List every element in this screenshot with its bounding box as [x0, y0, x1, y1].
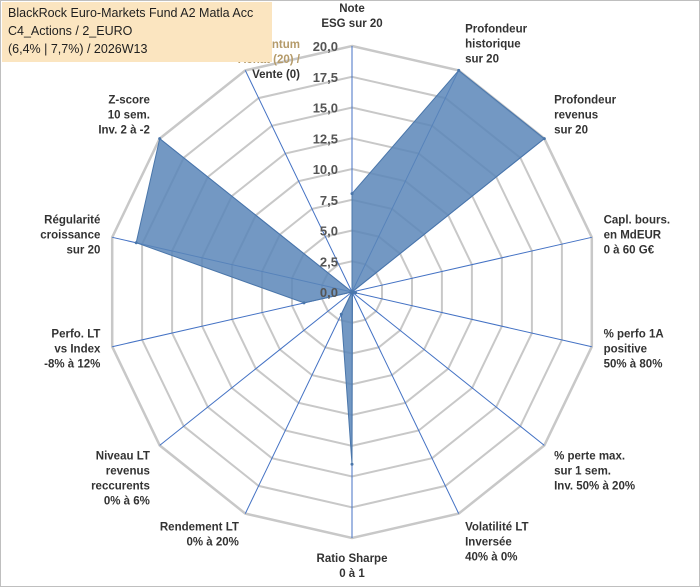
fund-performance-week: (6,4% | 7,7%) / 2026W13: [8, 42, 148, 56]
axis-label: Niveau LT revenus reccurents 0% à 6%: [91, 451, 150, 508]
axis-label-line: Régularité: [44, 215, 100, 227]
axis-label-line: 0% à 20%: [186, 537, 238, 549]
axis-label-line: Vente (0): [252, 69, 300, 81]
radar-tick-labels: 0,0 2,5 5,0 7,5 10,0 12,5 15,0 17,5 20,0: [313, 39, 338, 300]
axis-label-line: positive: [604, 344, 647, 356]
axis-label-line: en MdEUR: [604, 230, 662, 242]
axis-label-line: Inv. 2 à -2: [98, 124, 150, 136]
axis-line: [351, 291, 460, 514]
axis-label-line: sur 20: [554, 124, 588, 136]
axis-label-line: vs Index: [54, 344, 101, 356]
series-point: [302, 301, 306, 305]
axis-line: [351, 291, 592, 348]
series-point: [158, 137, 162, 141]
fund-category: C4_Actions / 2_EURO: [8, 24, 133, 38]
tick-label: 17,5: [313, 70, 338, 85]
axis-line: [244, 70, 353, 293]
axis-label: Profondeur historique sur 20: [465, 23, 527, 65]
series-point: [350, 192, 354, 196]
axis-label-line: 10 sem.: [108, 109, 150, 121]
axis-label: % perfo 1A positive 50% à 80%: [604, 329, 664, 371]
fund-title: BlackRock Euro-Markets Fund A2 Matla Acc: [8, 6, 254, 20]
axis-label-line: revenus: [554, 109, 598, 121]
axis-label-line: ESG sur 20: [321, 18, 382, 30]
axis-label-line: Capl. bours.: [604, 215, 670, 227]
axis-label-line: Rendement LT: [160, 522, 239, 534]
axis-label-line: Profondeur: [554, 94, 616, 106]
axis-label-line: Niveau LT: [96, 451, 150, 463]
series-point: [354, 291, 358, 295]
series-point: [457, 68, 461, 72]
axis-label: Z-score 10 sem. Inv. 2 à -2: [98, 94, 150, 136]
radar-axis-labels: Note ESG sur 20 Profondeur historique sur 20…: [40, 3, 670, 580]
tick-label: 10,0: [313, 162, 338, 177]
tick-label: 0,0: [320, 285, 338, 300]
axis-label: Volatilité LT Inversée 40% à 0%: [465, 522, 528, 564]
axis-label-line: croissance: [40, 230, 100, 242]
axis-label-line: Profondeur: [465, 23, 527, 35]
series-point: [542, 137, 546, 141]
axis-label: Note ESG sur 20: [321, 3, 382, 30]
tick-label: 12,5: [313, 131, 338, 146]
axis-label-line: -8% à 12%: [44, 359, 100, 371]
axis-label-line: 0% à 6%: [104, 496, 150, 508]
axis-label-line: Perfo. LT: [51, 329, 100, 341]
axis-label: Régularité croissance sur 20: [40, 215, 100, 257]
radar-series: [134, 68, 546, 466]
tick-label: 7,5: [320, 193, 338, 208]
axis-label: Perfo. LT vs Index -8% à 12%: [44, 329, 101, 371]
series-point: [350, 290, 354, 294]
axis-label-line: Inversée: [465, 537, 512, 549]
axis-label-line: 0 à 1: [339, 568, 365, 580]
fund-title-box: BlackRock Euro-Markets Fund A2 Matla Acc…: [2, 2, 272, 62]
axis-line: [351, 291, 545, 446]
axis-line: [159, 291, 353, 446]
axis-label-line: % perte max.: [554, 451, 625, 463]
axis-label-line: 40% à 0%: [465, 552, 517, 564]
axis-label-line: Z-score: [108, 94, 150, 106]
axis-label-line: sur 20: [465, 53, 499, 65]
axis-line: [244, 291, 353, 514]
axis-label-line: Ratio Sharpe: [317, 553, 388, 565]
axis-line: [351, 236, 592, 293]
axis-label: Rendement LT 0% à 20%: [160, 522, 239, 549]
axis-label-line: % perfo 1A: [604, 329, 664, 341]
series-point: [339, 312, 343, 316]
axis-label: Capl. bours. en MdEUR 0 à 60 G€: [604, 215, 670, 257]
axis-label-line: revenus: [106, 466, 150, 478]
axis-label-line: reccurents: [91, 481, 150, 493]
axis-label-line: 0 à 60 G€: [604, 245, 655, 257]
axis-label-line: sur 20: [67, 245, 101, 257]
axis-label-line: Inv. 50% à 20%: [554, 481, 635, 493]
tick-label: 15,0: [313, 101, 338, 116]
axis-label: Ratio Sharpe 0 à 1: [317, 553, 388, 580]
tick-label: 20,0: [313, 39, 338, 54]
axis-label: % perte max. sur 1 sem. Inv. 50% à 20%: [554, 451, 635, 493]
axis-label: Profondeur revenus sur 20: [554, 94, 616, 136]
axis-label-line: Note: [339, 3, 365, 15]
series-point: [134, 241, 138, 245]
series-point: [350, 462, 354, 466]
tick-label: 5,0: [320, 224, 338, 239]
axis-label-line: 50% à 80%: [604, 359, 663, 371]
axis-label-line: historique: [465, 38, 521, 50]
tick-label: 2,5: [320, 254, 338, 269]
axis-label-line: Volatilité LT: [465, 522, 528, 534]
axis-label-line: sur 1 sem.: [554, 466, 611, 478]
